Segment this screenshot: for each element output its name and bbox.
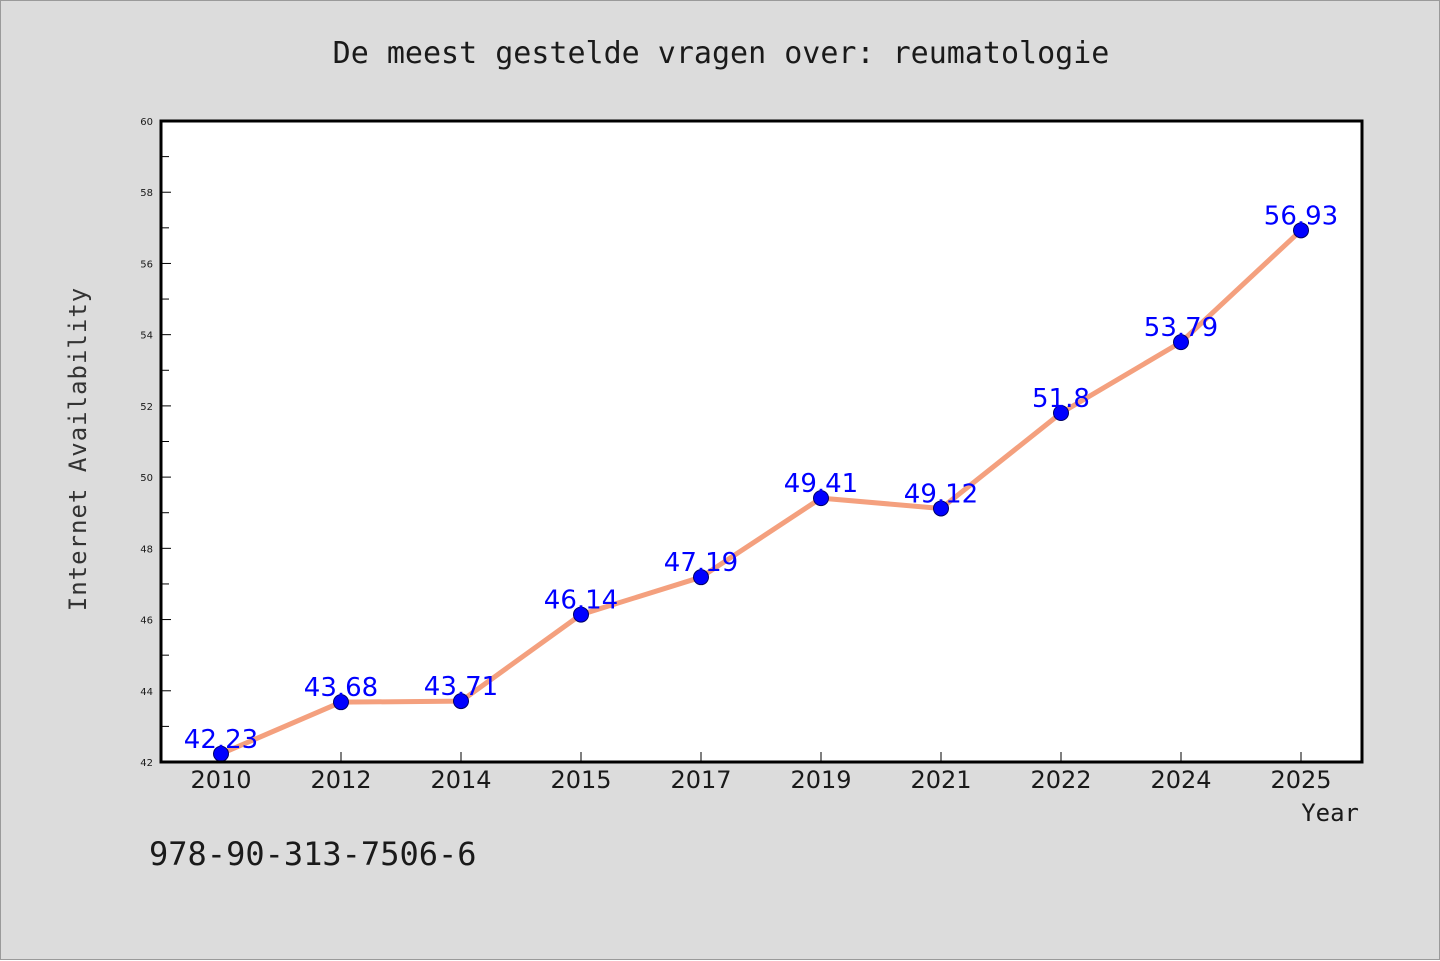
data-point-marker — [333, 694, 349, 711]
data-label: 49.41 — [784, 469, 858, 499]
data-point-marker — [813, 490, 829, 507]
series-markers — [213, 222, 1309, 762]
data-label: 53.79 — [1144, 313, 1218, 343]
y-tick-label: 42 — [140, 758, 153, 769]
data-label: 46.14 — [544, 586, 618, 616]
y-tick-label: 44 — [140, 687, 153, 698]
data-point-marker — [1053, 405, 1069, 422]
plot-area — [161, 121, 1362, 762]
y-tick-label: 60 — [140, 117, 153, 128]
y-tick-label: 46 — [140, 616, 153, 627]
data-label: 43.68 — [304, 673, 378, 703]
data-point-marker — [1293, 222, 1309, 239]
y-tick-label: 58 — [140, 188, 153, 199]
x-tick-label: 2010 — [190, 766, 251, 794]
x-tick-label: 2017 — [670, 766, 731, 794]
data-labels: 42.23 43.68 43.71 46.14 47.19 49.41 49.12 51.8 5… — [184, 201, 1338, 754]
data-label: 51.8 — [1032, 384, 1090, 414]
plot-frame — [159, 119, 1364, 764]
x-tick-label: 2022 — [1030, 766, 1091, 794]
footer-isbn: 978-90-313-7506-6 — [149, 835, 477, 873]
y-axis-label: Internet Availability — [64, 287, 92, 611]
data-label: 56.93 — [1264, 201, 1338, 231]
y-tick-label: 48 — [140, 544, 153, 555]
x-tick-label: 2025 — [1270, 766, 1331, 794]
x-axis-label: Year — [1301, 799, 1359, 827]
y-axis-ticks: 42 44 46 48 50 52 54 56 58 60 — [140, 117, 171, 769]
x-tick-label: 2021 — [910, 766, 971, 794]
data-point-marker — [453, 693, 469, 710]
data-point-marker — [1173, 334, 1189, 351]
data-label: 43.71 — [424, 672, 498, 702]
x-tick-label: 2019 — [790, 766, 851, 794]
y-tick-label: 56 — [140, 259, 153, 270]
x-tick-label: 2014 — [430, 766, 491, 794]
y-tick-label: 50 — [140, 473, 153, 484]
data-label: 42.23 — [184, 725, 258, 755]
series-line — [218, 227, 1304, 757]
x-tick-label: 2012 — [310, 766, 371, 794]
data-point-marker — [693, 569, 709, 586]
data-label: 47.19 — [664, 548, 738, 578]
chart-title: De meest gestelde vragen over: reumatolo… — [333, 36, 1110, 71]
data-point-marker — [573, 606, 589, 623]
data-label: 49.12 — [904, 479, 978, 509]
x-tick-label: 2024 — [1150, 766, 1211, 794]
y-tick-label: 54 — [140, 331, 153, 342]
x-tick-label: 2015 — [550, 766, 611, 794]
data-point-marker — [933, 500, 949, 517]
y-tick-label: 52 — [140, 402, 153, 413]
